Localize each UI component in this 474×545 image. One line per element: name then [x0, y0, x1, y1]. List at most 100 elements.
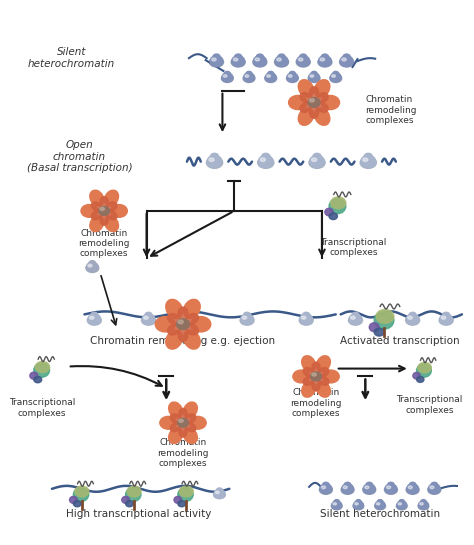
Ellipse shape: [325, 208, 333, 216]
Ellipse shape: [310, 87, 319, 99]
Ellipse shape: [34, 363, 50, 377]
Ellipse shape: [183, 428, 197, 444]
Ellipse shape: [361, 155, 376, 168]
Ellipse shape: [262, 153, 270, 160]
Ellipse shape: [300, 102, 311, 112]
Ellipse shape: [274, 57, 289, 67]
Ellipse shape: [431, 482, 438, 487]
Ellipse shape: [317, 382, 330, 397]
Ellipse shape: [255, 58, 260, 61]
Ellipse shape: [376, 502, 380, 505]
Ellipse shape: [166, 299, 182, 318]
Ellipse shape: [315, 80, 330, 97]
Ellipse shape: [364, 484, 375, 494]
Ellipse shape: [186, 324, 199, 335]
Ellipse shape: [386, 486, 391, 489]
Ellipse shape: [303, 312, 310, 318]
Ellipse shape: [178, 320, 183, 324]
Ellipse shape: [73, 501, 81, 507]
Ellipse shape: [105, 216, 118, 232]
Ellipse shape: [321, 95, 339, 110]
Ellipse shape: [374, 328, 384, 336]
Ellipse shape: [320, 484, 332, 494]
Ellipse shape: [421, 500, 426, 504]
Ellipse shape: [331, 197, 346, 209]
Ellipse shape: [127, 486, 141, 497]
Ellipse shape: [399, 500, 404, 504]
Ellipse shape: [406, 316, 419, 325]
Ellipse shape: [321, 54, 328, 59]
Ellipse shape: [428, 485, 441, 494]
Ellipse shape: [413, 372, 420, 379]
Ellipse shape: [388, 482, 394, 487]
Ellipse shape: [215, 491, 219, 494]
Ellipse shape: [179, 486, 193, 497]
Ellipse shape: [342, 58, 346, 61]
Ellipse shape: [309, 73, 319, 82]
Ellipse shape: [302, 356, 316, 372]
Ellipse shape: [91, 312, 98, 318]
Ellipse shape: [81, 204, 98, 217]
Ellipse shape: [375, 501, 385, 509]
Ellipse shape: [310, 155, 324, 168]
Ellipse shape: [408, 486, 412, 489]
Ellipse shape: [90, 216, 104, 232]
Ellipse shape: [209, 158, 214, 161]
Ellipse shape: [267, 75, 271, 77]
Ellipse shape: [317, 356, 330, 372]
Ellipse shape: [183, 330, 200, 349]
Ellipse shape: [312, 362, 320, 373]
Ellipse shape: [340, 56, 353, 66]
Ellipse shape: [419, 501, 428, 509]
Ellipse shape: [145, 312, 152, 318]
Ellipse shape: [107, 202, 117, 211]
Ellipse shape: [265, 74, 277, 82]
Ellipse shape: [298, 80, 314, 97]
Ellipse shape: [170, 423, 181, 432]
Ellipse shape: [310, 99, 314, 102]
Ellipse shape: [339, 57, 354, 67]
Ellipse shape: [214, 489, 225, 498]
Ellipse shape: [319, 367, 329, 377]
Ellipse shape: [244, 73, 255, 82]
Ellipse shape: [397, 501, 407, 509]
Text: Chromatin
remodeling
complexes: Chromatin remodeling complexes: [365, 95, 417, 125]
Ellipse shape: [260, 158, 265, 161]
Ellipse shape: [303, 367, 313, 377]
Ellipse shape: [207, 155, 222, 168]
Ellipse shape: [258, 157, 274, 168]
Ellipse shape: [179, 426, 187, 437]
Ellipse shape: [299, 58, 303, 61]
Ellipse shape: [254, 56, 266, 66]
Ellipse shape: [223, 75, 227, 77]
Ellipse shape: [256, 54, 264, 59]
Ellipse shape: [178, 419, 189, 427]
Ellipse shape: [319, 377, 329, 385]
Ellipse shape: [430, 486, 434, 489]
Ellipse shape: [308, 98, 320, 107]
Ellipse shape: [70, 496, 77, 504]
Ellipse shape: [160, 416, 177, 429]
Ellipse shape: [169, 428, 182, 444]
Ellipse shape: [30, 372, 38, 379]
Ellipse shape: [99, 207, 109, 215]
Text: Chromatin
remodeling
complexes: Chromatin remodeling complexes: [78, 228, 130, 258]
Ellipse shape: [428, 484, 440, 494]
Ellipse shape: [178, 329, 188, 341]
Ellipse shape: [190, 416, 206, 429]
Ellipse shape: [333, 502, 337, 505]
Ellipse shape: [296, 57, 310, 67]
Ellipse shape: [363, 485, 376, 494]
Ellipse shape: [323, 482, 329, 487]
Ellipse shape: [315, 108, 330, 125]
Ellipse shape: [406, 485, 419, 494]
Ellipse shape: [348, 316, 363, 325]
Ellipse shape: [243, 74, 255, 82]
Ellipse shape: [253, 57, 267, 67]
Ellipse shape: [420, 502, 423, 505]
Ellipse shape: [297, 56, 310, 66]
Ellipse shape: [287, 73, 298, 82]
Ellipse shape: [334, 500, 339, 504]
Ellipse shape: [313, 153, 321, 160]
Ellipse shape: [318, 57, 332, 67]
